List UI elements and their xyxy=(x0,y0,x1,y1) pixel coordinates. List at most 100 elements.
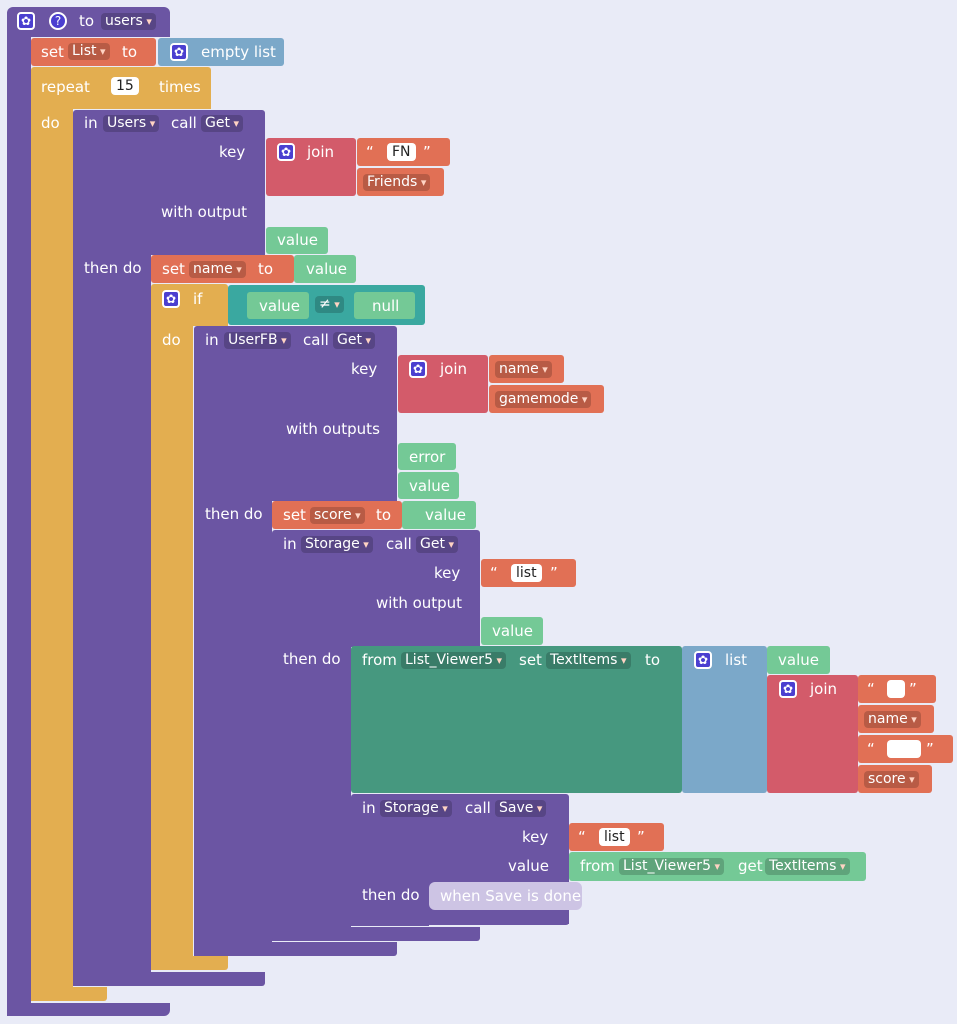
procedure-name[interactable]: users xyxy=(101,13,156,30)
get-property-get-label: get xyxy=(738,857,763,875)
userfb-call-block[interactable] xyxy=(194,326,397,501)
compare-left-value[interactable] xyxy=(247,292,309,319)
set-name-set-label: set xyxy=(162,260,185,278)
repeat-times-label: times xyxy=(159,78,201,96)
repeat-count-field[interactable]: 15 xyxy=(111,77,139,95)
storage-get-value-label: value xyxy=(492,622,533,640)
repeat-arm xyxy=(31,108,73,1001)
storage-save-method-dropdown[interactable]: Save xyxy=(495,800,547,817)
make-list-gear-icon[interactable]: ✿ xyxy=(694,651,712,669)
users-call-bottom xyxy=(73,972,265,986)
userfb-component-dropdown[interactable]: UserFB xyxy=(224,332,291,349)
procedure-gear-icon[interactable]: ✿ xyxy=(17,12,35,30)
join-empty-text-2-field[interactable] xyxy=(887,740,921,758)
compare-right-label: null xyxy=(372,297,400,315)
storage-get-key-field[interactable]: list xyxy=(511,564,542,582)
storage-save-in-label: in xyxy=(362,799,376,817)
join-empty-text-1-field[interactable] xyxy=(887,680,905,698)
set-property-block[interactable] xyxy=(351,646,682,793)
if-do-label: do xyxy=(162,331,181,349)
repeat-bottom xyxy=(31,987,107,1001)
userfb-join-label: join xyxy=(440,360,468,378)
repeat-label: repeat xyxy=(41,78,90,96)
set-property-to-label: to xyxy=(645,651,661,669)
userfb-error-output[interactable] xyxy=(398,443,456,470)
set-name-to-label: to xyxy=(258,260,274,278)
storage-save-value-label: value xyxy=(508,857,549,875)
userfb-join-gear-icon[interactable]: ✿ xyxy=(409,360,427,378)
storage-get-bottom xyxy=(272,927,480,941)
set-name-value-label: value xyxy=(306,260,347,278)
get-property-component-dropdown[interactable]: List_Viewer5 xyxy=(619,858,725,875)
userfb-call-bottom xyxy=(194,942,397,956)
storage-save-component-dropdown[interactable]: Storage xyxy=(380,800,452,817)
users-join-gear-icon[interactable]: ✿ xyxy=(277,143,295,161)
repeat-do-label: do xyxy=(41,114,60,132)
userfb-call-label: call xyxy=(303,331,329,349)
users-in-label: in xyxy=(84,114,98,132)
set-list-to-label: to xyxy=(122,43,138,61)
storage-save-bottom xyxy=(351,911,569,925)
compare-left-label: value xyxy=(259,297,300,315)
join-name-var-dropdown[interactable]: name xyxy=(864,711,921,728)
join-score-var-dropdown[interactable]: score xyxy=(864,771,919,788)
procedure-body-arm xyxy=(7,30,31,1016)
gamemode-var-dropdown[interactable]: gamemode xyxy=(495,391,592,408)
list-join-gear-icon[interactable]: ✿ xyxy=(779,680,797,698)
storage-get-component-dropdown[interactable]: Storage xyxy=(301,536,373,553)
users-method-dropdown[interactable]: Get xyxy=(201,115,243,132)
fn-quote-close: ” xyxy=(423,143,431,161)
userfb-method-dropdown[interactable]: Get xyxy=(333,332,375,349)
storage-get-arm xyxy=(272,646,351,941)
if-gear-icon[interactable]: ✿ xyxy=(162,290,180,308)
if-label: if xyxy=(193,290,203,308)
procedure-to-label: to xyxy=(79,12,95,30)
storage-get-quote-open: “ xyxy=(490,564,498,582)
set-property-set-label: set xyxy=(519,651,542,669)
userfb-key-label: key xyxy=(351,360,378,378)
set-score-var-dropdown[interactable]: score xyxy=(310,507,365,524)
storage-get-call-label: call xyxy=(386,535,412,553)
storage-save-key-label: key xyxy=(522,828,549,846)
compare-right-null[interactable] xyxy=(354,292,415,319)
get-property-from-label: from xyxy=(580,857,615,875)
join-empty-text-1-quote-open: “ xyxy=(867,680,875,698)
users-component-dropdown[interactable]: Users xyxy=(103,115,160,132)
userfb-value-output[interactable] xyxy=(398,472,459,499)
set-list-var-dropdown[interactable]: List xyxy=(68,43,110,60)
users-call-block[interactable] xyxy=(73,110,265,255)
users-with-output-label: with output xyxy=(161,203,248,221)
make-list-block[interactable] xyxy=(682,646,767,793)
set-name-var-dropdown[interactable]: name xyxy=(189,261,246,278)
set-list-set-label: set xyxy=(41,43,64,61)
friends-var-dropdown[interactable]: Friends xyxy=(363,174,431,191)
procedure-help-icon[interactable]: ? xyxy=(49,12,67,30)
set-score-value-block[interactable] xyxy=(402,501,476,529)
set-score-set-label: set xyxy=(283,506,306,524)
storage-save-key-field[interactable]: list xyxy=(599,828,630,846)
users-value-output[interactable] xyxy=(266,227,328,254)
when-save-done-placeholder[interactable] xyxy=(429,882,582,910)
name-var-dropdown[interactable]: name xyxy=(495,361,552,378)
storage-save-then-do-label: then do xyxy=(362,886,420,904)
get-property-prop-dropdown[interactable]: TextItems xyxy=(765,858,850,875)
empty-list-gear-icon[interactable]: ✿ xyxy=(170,43,188,61)
list-item-value[interactable] xyxy=(767,646,830,674)
storage-save-quote-close: ” xyxy=(637,828,645,846)
storage-get-value-output[interactable] xyxy=(481,617,543,645)
storage-save-call-label: call xyxy=(465,799,491,817)
join-empty-text-1-quote-close: ” xyxy=(909,680,917,698)
storage-get-method-dropdown[interactable]: Get xyxy=(416,536,458,553)
list-item-value-label: value xyxy=(778,651,819,669)
set-property-component-dropdown[interactable]: List_Viewer5 xyxy=(401,652,507,669)
compare-operator-dropdown[interactable]: ≠ xyxy=(315,296,344,313)
if-arm xyxy=(151,325,193,970)
fn-text-field[interactable]: FN xyxy=(387,143,416,161)
set-name-value-block[interactable] xyxy=(294,255,356,283)
storage-get-key-label: key xyxy=(434,564,461,582)
when-save-done-label: when Save is done xyxy=(440,887,582,905)
userfb-call-arm xyxy=(194,500,272,956)
set-property-prop-dropdown[interactable]: TextItems xyxy=(546,652,631,669)
storage-save-quote-open: “ xyxy=(578,828,586,846)
set-score-to-label: to xyxy=(376,506,392,524)
